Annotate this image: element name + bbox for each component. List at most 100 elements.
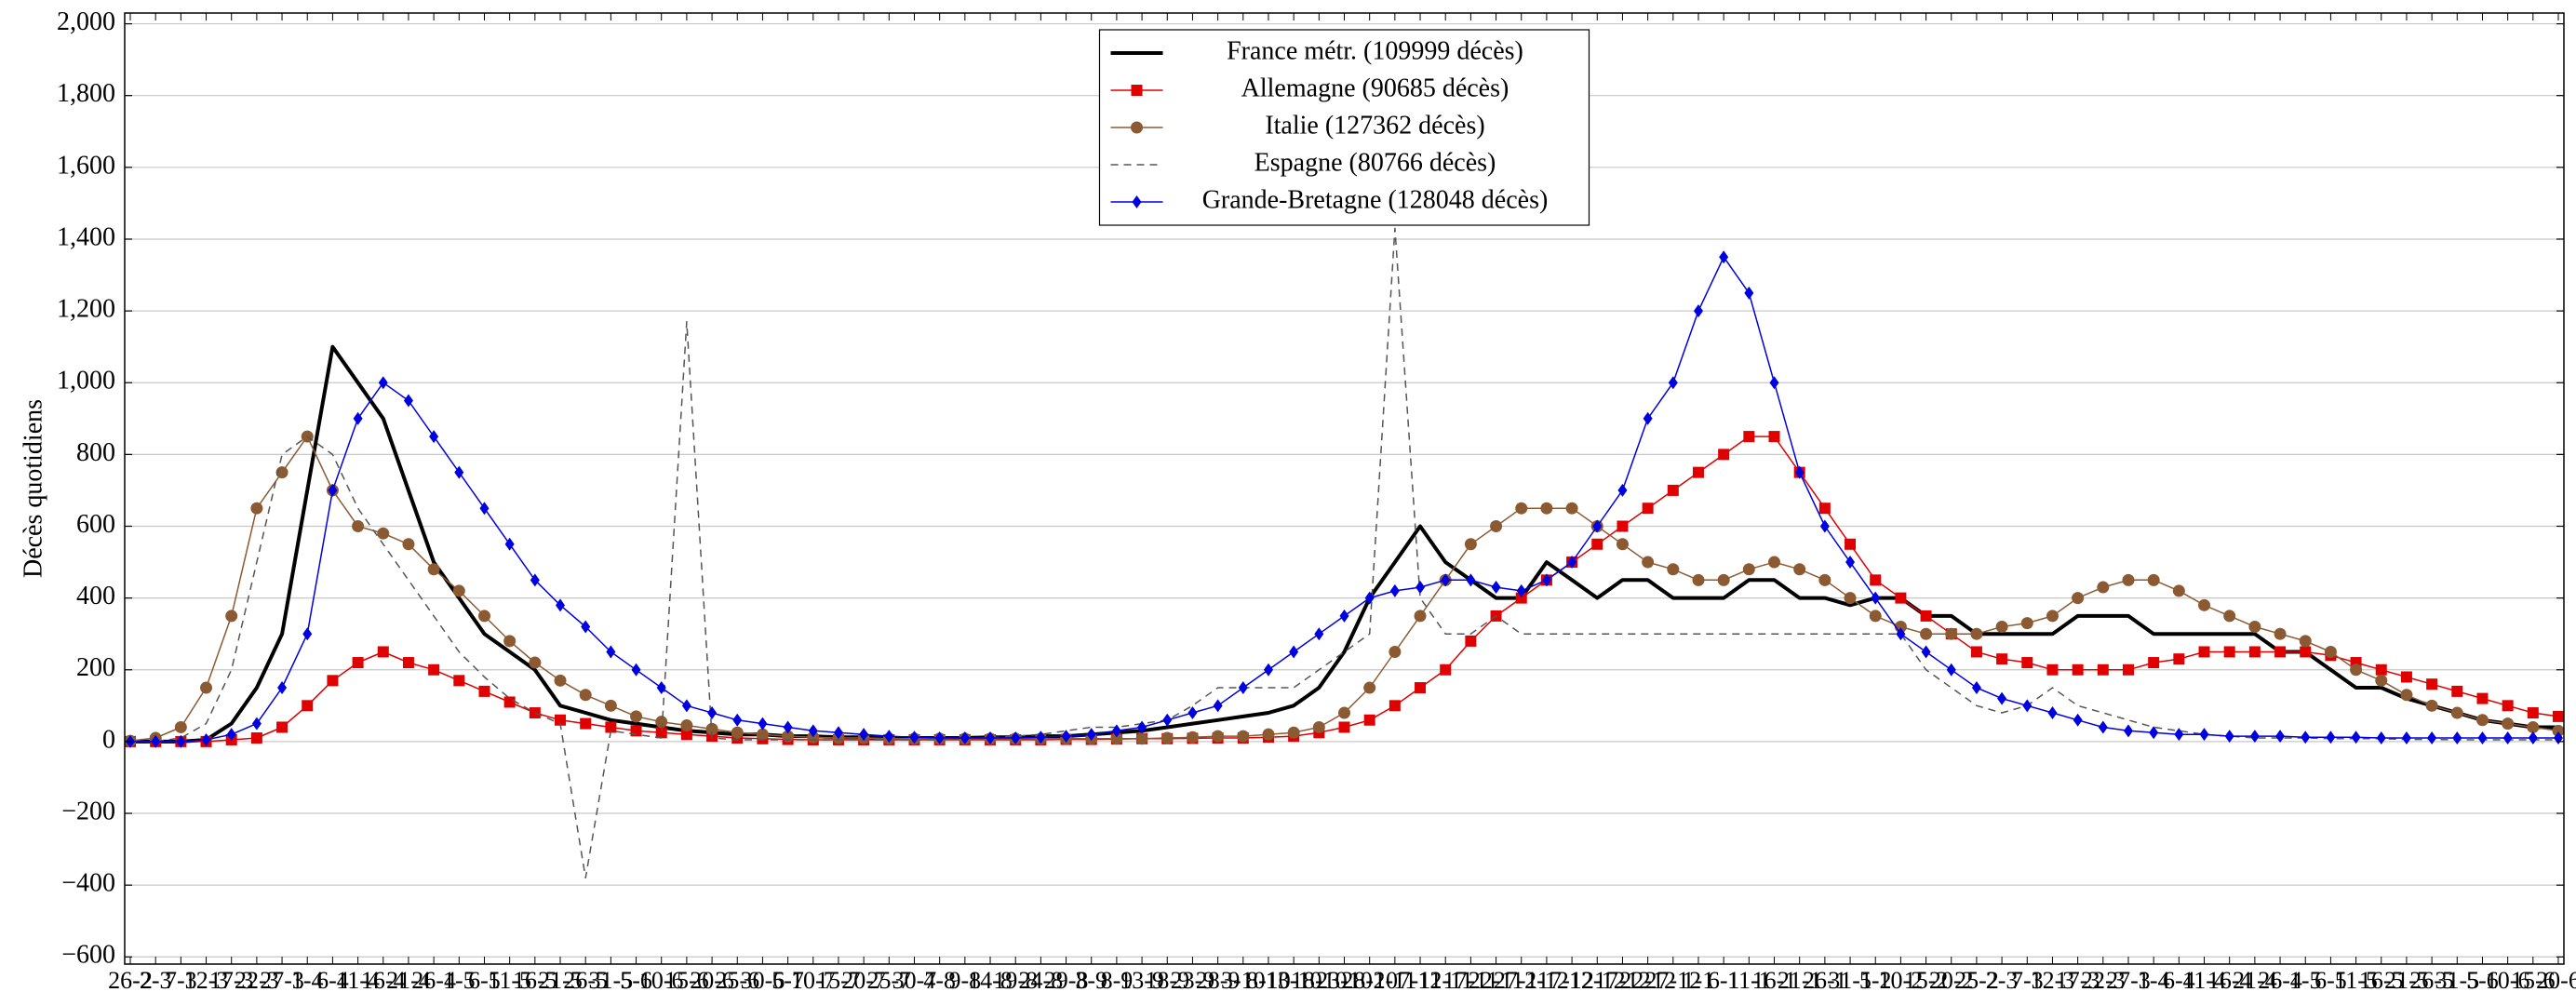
x-tick-label: 11-1 [1727,967,1771,992]
marker-circle [1131,121,1143,134]
marker-circle [1642,556,1655,569]
marker-circle [1616,538,1629,551]
marker-square [250,732,262,744]
x-tick-label: 4-8 [923,967,956,992]
marker-square [2451,685,2463,697]
marker-square [1970,646,1982,658]
x-tick-label: 26-1 [1803,967,1847,992]
x-tick-label: 26-5 [563,967,608,992]
marker-circle [1135,732,1148,745]
marker-square [2072,664,2084,676]
marker-diamond [1111,724,1121,738]
marker-diamond [2427,731,2437,745]
marker-diamond [884,730,894,744]
marker-square [478,685,490,697]
marker-diamond [1466,573,1476,587]
marker-diamond [1516,583,1526,597]
marker-diamond [1339,609,1349,623]
marker-diamond [429,430,439,444]
x-tick-label: 16-4 [2207,967,2252,992]
marker-circle [2324,645,2337,658]
legend: France métr. (109999 décès) Allemagne (90… [1098,29,1590,226]
marker-circle [1464,538,1477,551]
marker-diamond [1162,713,1173,727]
marker-circle [731,726,744,739]
marker-square [1440,664,1452,676]
x-tick-label: 23-10 [1316,967,1373,992]
x-tick-label: 10-2 [1879,967,1924,992]
marker-circle [1667,563,1680,576]
marker-circle [2274,627,2287,640]
x-tick-label: 10-6 [639,967,684,992]
marker-diamond [479,502,490,516]
x-tick-label: 20-6 [690,967,734,992]
marker-square [1667,484,1679,496]
marker-circle [2223,610,2236,623]
x-tick-label: 10-6 [2486,967,2530,992]
marker-circle [655,716,668,729]
y-tick-label: 0 [102,725,115,754]
marker-circle [2248,620,2261,633]
marker-square [1591,538,1603,550]
marker-circle [680,719,693,732]
x-tick-label: 7-11 [1399,967,1442,992]
marker-circle [579,689,592,702]
marker-diamond [1946,663,1956,677]
x-tick-label: 29-8 [1044,967,1089,992]
marker-circle [1312,720,1325,733]
marker-diamond [1643,411,1653,425]
marker-circle [427,563,440,576]
marker-diamond [2351,731,2361,744]
marker-circle [1338,706,1350,719]
x-tick-label: 25-2 [1954,967,1999,992]
marker-square [1996,653,2008,665]
marker-circle [2400,689,2413,702]
marker-diamond [1896,627,1906,641]
marker-diamond [504,537,515,551]
marker-square [1617,520,1629,532]
marker-square [2375,664,2387,676]
marker-diamond [1668,376,1678,390]
marker-circle [2122,573,2135,586]
marker-square [2198,646,2210,658]
marker-circle [402,538,415,551]
marker-diamond [2326,731,2336,744]
marker-square [1818,503,1831,515]
marker-circle [2198,598,2211,611]
marker-square [2248,646,2261,658]
x-tick-label: 11-5 [488,967,531,992]
marker-diamond [1314,627,1324,641]
marker-circle [2552,724,2565,737]
x-tick-label: 15-6 [664,967,709,992]
marker-circle [1287,726,1300,739]
x-tick-label: 3-10 [1221,967,1266,992]
marker-square [352,657,364,669]
x-tick-label: 11-4 [336,967,380,992]
marker-diamond [1441,573,1451,587]
marker-diamond [2477,731,2488,745]
x-tick-label: 12-3 [2031,967,2075,992]
marker-diamond [606,645,616,659]
x-tick-label: 24-8 [1019,967,1064,992]
y-tick-label: 600 [76,510,115,539]
marker-diamond [328,483,338,497]
marker-diamond [2452,731,2462,745]
marker-diamond [2022,699,2033,713]
x-tick-label: 20-6 [2536,967,2576,992]
marker-diamond [1389,583,1400,597]
marker-circle [1565,502,1578,515]
marker-circle [1717,573,1730,586]
x-tick-label: 1-5 [2289,967,2322,992]
y-tick-label: 1,200 [57,295,115,324]
marker-circle [1262,728,1275,741]
y-tick-label: 2,000 [57,7,115,36]
marker-diamond [1744,286,1754,300]
marker-diamond [1491,581,1501,595]
marker-circle [1110,732,1123,745]
x-tick-label: 2-12 [1524,967,1569,992]
marker-circle [2046,610,2059,623]
x-tick-label: 27-11 [1494,967,1550,992]
marker-diamond [1187,706,1198,720]
marker-square [1642,503,1654,515]
